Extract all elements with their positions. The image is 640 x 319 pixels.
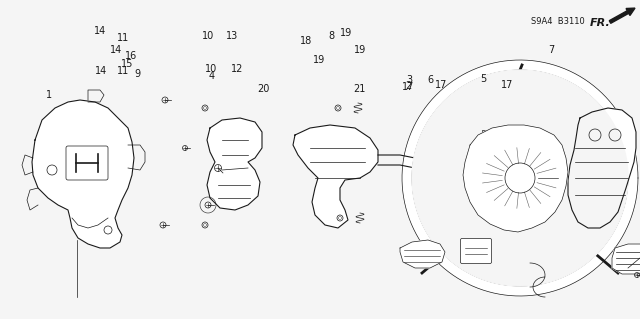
Text: 17: 17 bbox=[500, 79, 513, 90]
Polygon shape bbox=[32, 100, 134, 248]
Text: 16: 16 bbox=[125, 51, 138, 61]
Text: 4: 4 bbox=[208, 71, 214, 81]
Polygon shape bbox=[207, 118, 262, 210]
Polygon shape bbox=[568, 108, 636, 228]
Text: 2: 2 bbox=[405, 81, 412, 91]
Text: 7: 7 bbox=[548, 45, 555, 56]
Text: 11: 11 bbox=[116, 33, 129, 43]
Text: 17: 17 bbox=[435, 79, 448, 90]
Text: 6: 6 bbox=[427, 75, 433, 85]
Text: 5: 5 bbox=[480, 74, 486, 84]
FancyBboxPatch shape bbox=[466, 136, 512, 188]
Text: 11: 11 bbox=[116, 66, 129, 76]
Text: 15: 15 bbox=[120, 59, 133, 69]
Polygon shape bbox=[402, 60, 638, 296]
Polygon shape bbox=[400, 240, 445, 268]
Text: 14: 14 bbox=[110, 45, 123, 56]
Text: 20: 20 bbox=[257, 84, 270, 94]
Polygon shape bbox=[463, 125, 568, 232]
Text: 3: 3 bbox=[406, 75, 413, 85]
Text: FR.: FR. bbox=[590, 18, 611, 28]
Text: 18: 18 bbox=[300, 36, 312, 46]
Text: 10: 10 bbox=[202, 31, 214, 41]
Text: 13: 13 bbox=[225, 31, 238, 41]
Polygon shape bbox=[293, 125, 378, 228]
FancyBboxPatch shape bbox=[461, 239, 492, 263]
Text: 19: 19 bbox=[312, 55, 325, 65]
Polygon shape bbox=[612, 244, 640, 274]
Text: 8: 8 bbox=[328, 31, 335, 41]
Text: 19: 19 bbox=[339, 27, 352, 38]
Text: S9A4  B3110: S9A4 B3110 bbox=[531, 17, 585, 26]
Text: 10: 10 bbox=[205, 63, 218, 74]
FancyArrow shape bbox=[609, 8, 635, 23]
Text: 17: 17 bbox=[402, 82, 415, 92]
Text: 9: 9 bbox=[134, 69, 141, 79]
Text: 14: 14 bbox=[93, 26, 106, 36]
Text: 21: 21 bbox=[353, 84, 366, 94]
Text: 1: 1 bbox=[46, 90, 52, 100]
Text: 19: 19 bbox=[353, 45, 366, 56]
Text: 14: 14 bbox=[95, 66, 108, 76]
Text: 12: 12 bbox=[230, 63, 243, 74]
Polygon shape bbox=[412, 70, 628, 286]
